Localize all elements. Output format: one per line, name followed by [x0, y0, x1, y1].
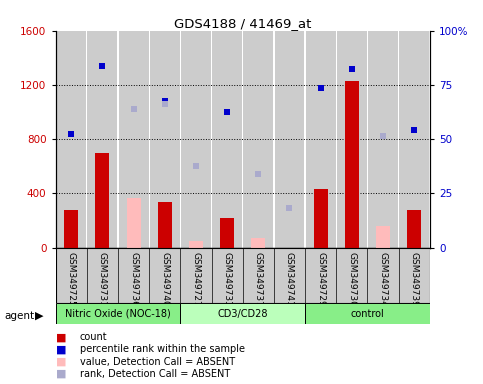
Bar	[95, 153, 109, 248]
Bar	[212, 31, 242, 248]
Text: CD3/CD28: CD3/CD28	[217, 309, 268, 319]
Bar	[337, 31, 367, 248]
Text: count: count	[80, 332, 107, 342]
Bar	[306, 31, 336, 248]
Text: ■: ■	[56, 344, 66, 354]
Bar	[399, 31, 429, 248]
Bar	[150, 31, 180, 248]
Text: agent: agent	[5, 311, 35, 321]
Bar	[220, 218, 234, 248]
Bar	[274, 31, 304, 248]
Text: ▶: ▶	[35, 311, 43, 321]
Text: value, Detection Call = ABSENT: value, Detection Call = ABSENT	[80, 357, 235, 367]
Text: GSM349733: GSM349733	[223, 252, 232, 307]
Text: ■: ■	[56, 369, 66, 379]
Text: percentile rank within the sample: percentile rank within the sample	[80, 344, 245, 354]
Bar	[180, 303, 305, 324]
Bar	[345, 81, 359, 248]
Text: GSM349740: GSM349740	[160, 252, 169, 307]
Text: GSM349737: GSM349737	[254, 252, 263, 307]
Bar	[87, 31, 117, 248]
Text: ■: ■	[56, 332, 66, 342]
Bar	[305, 303, 430, 324]
Bar	[118, 31, 148, 248]
Bar	[251, 238, 265, 248]
Text: control: control	[351, 309, 384, 319]
Bar	[158, 202, 172, 248]
Bar	[376, 226, 390, 248]
Text: GSM349729: GSM349729	[316, 252, 325, 307]
Bar	[127, 197, 141, 248]
Text: Nitric Oxide (NOC-18): Nitric Oxide (NOC-18)	[65, 309, 171, 319]
Bar	[407, 210, 421, 248]
Text: GSM349741: GSM349741	[285, 252, 294, 307]
Text: rank, Detection Call = ABSENT: rank, Detection Call = ABSENT	[80, 369, 230, 379]
Text: ■: ■	[56, 357, 66, 367]
Bar	[181, 31, 211, 248]
Bar	[313, 189, 327, 248]
Text: GSM349731: GSM349731	[98, 252, 107, 307]
Text: GSM349730: GSM349730	[347, 252, 356, 307]
Bar	[189, 241, 203, 248]
Text: GSM349727: GSM349727	[191, 252, 200, 307]
Bar	[243, 31, 273, 248]
Title: GDS4188 / 41469_at: GDS4188 / 41469_at	[174, 17, 312, 30]
Text: GSM349736: GSM349736	[129, 252, 138, 307]
Bar	[368, 31, 398, 248]
Text: GSM349725: GSM349725	[67, 252, 76, 307]
Bar	[56, 31, 86, 248]
Text: GSM349734: GSM349734	[379, 252, 387, 307]
Text: GSM349739: GSM349739	[410, 252, 419, 307]
Bar	[56, 303, 180, 324]
Bar	[64, 210, 78, 248]
